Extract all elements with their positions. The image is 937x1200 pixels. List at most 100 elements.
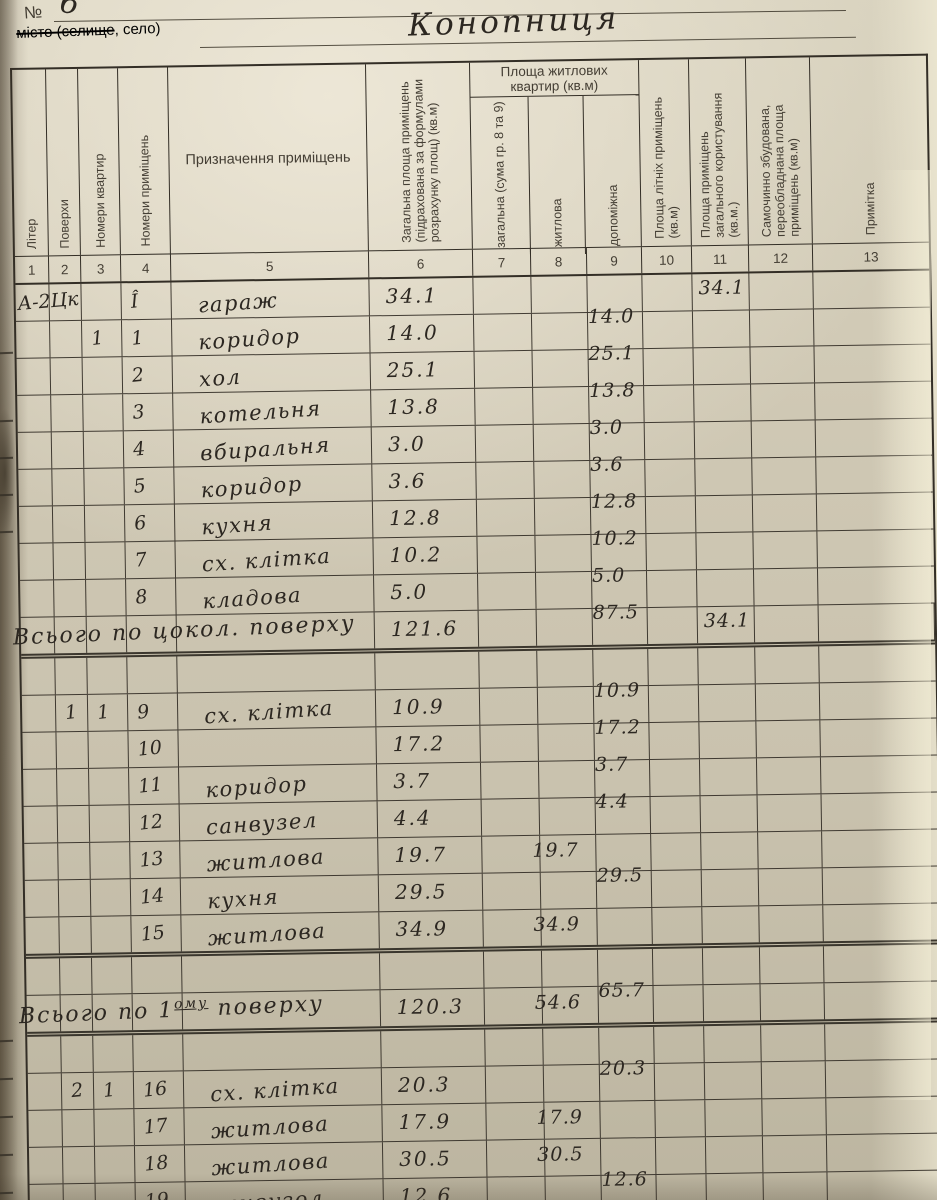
handwritten-value: 4.4 <box>595 790 629 813</box>
underlying-line-stub <box>0 1039 14 1043</box>
cell-col3 <box>83 431 125 468</box>
handwritten-value: 1 <box>90 326 105 351</box>
handwritten-value: 10.9 <box>593 679 641 702</box>
header-label: Номери приміщень <box>136 135 153 248</box>
cell-col1 <box>28 1110 63 1147</box>
cell-col2 <box>50 357 84 395</box>
cell-col11 <box>696 569 755 607</box>
handwritten-value: житлова <box>210 1111 330 1144</box>
col-number: 13 <box>863 248 879 265</box>
cell-col4: 7 <box>125 541 177 579</box>
cell-col9: 4.4 <box>595 790 652 834</box>
cell-col12 <box>753 531 818 569</box>
cell-col1 <box>23 806 59 843</box>
cell-col12 <box>762 1098 827 1136</box>
table-header: Літер Поверхи Номери квартир Номери прим… <box>12 55 929 257</box>
handwritten-value: кладова <box>201 582 303 614</box>
handwritten-value: коридор <box>199 471 304 503</box>
photo-shadow-blotch <box>0 408 16 538</box>
cell-col3 <box>87 657 128 694</box>
cell-col12 <box>757 794 823 832</box>
cell-col6: 19.7 <box>378 836 483 875</box>
cell-col2 <box>55 657 88 695</box>
cell-col8 <box>536 608 594 646</box>
cell-col4: 13 <box>130 841 181 879</box>
cell-col4: 1 <box>121 319 173 357</box>
cell-col7 <box>476 498 536 536</box>
handwritten-value: гараж <box>197 288 279 318</box>
cell-col3 <box>84 468 125 505</box>
cell-col6: 3.7 <box>376 762 482 801</box>
cell-col13 <box>824 945 937 983</box>
cell-col6: 34.9 <box>379 910 484 949</box>
cell-col6: 14.0 <box>369 314 475 353</box>
cell-col12 <box>755 646 820 684</box>
cell-col11 <box>705 1136 764 1174</box>
cell-col8 <box>535 534 592 572</box>
handwritten-value: 3.7 <box>393 768 432 794</box>
cell-col4 <box>127 656 178 694</box>
cell-col7 <box>473 276 532 314</box>
cell-col6: 121.6 <box>374 610 480 649</box>
handwritten-value: 1 <box>96 700 111 724</box>
cell-col5 <box>177 653 376 693</box>
cell-col5: житлова <box>180 838 379 878</box>
header-living: житлова <box>528 95 587 255</box>
cell-col13 <box>827 1170 937 1200</box>
cell-col10 <box>648 685 700 723</box>
handwritten-value: житлова <box>206 918 327 951</box>
cell-col5: коридор <box>179 764 378 804</box>
cell-col8 <box>538 723 595 761</box>
header-label: Загальна площа приміщень (підрахована за… <box>396 78 442 243</box>
cell-col11: 34.1 <box>697 606 756 644</box>
col-number: 12 <box>748 244 814 272</box>
settlement-label: місто (селище, село) <box>16 20 161 42</box>
cell-col6: 29.5 <box>378 873 484 912</box>
cell-col11 <box>701 869 760 907</box>
cell-col1 <box>18 469 53 506</box>
cell-col6 <box>375 651 480 690</box>
cell-col7 <box>481 798 541 836</box>
cell-col7 <box>473 313 533 351</box>
cell-col5: санвузол <box>185 1179 385 1200</box>
handwritten-value: сх. клітка <box>201 543 333 577</box>
cell-col11 <box>704 1062 763 1100</box>
cell-col10 <box>652 907 703 945</box>
cell-col2 <box>57 805 91 843</box>
cell-col1 <box>22 732 58 769</box>
cell-col10 <box>655 1137 707 1174</box>
cell-col7 <box>479 650 538 688</box>
cell-col6: 17.2 <box>376 725 481 764</box>
cell-col7 <box>477 535 536 573</box>
cell-col3 <box>94 1146 136 1183</box>
handwritten-value: 3.0 <box>589 416 624 439</box>
cell-col11 <box>701 832 759 870</box>
cell-col4: 17 <box>134 1108 185 1146</box>
cell-col12 <box>750 346 816 384</box>
cell-col2 <box>58 842 91 880</box>
header-group-living-area: Площа житлових квартир (кв.м) загальна (… <box>469 60 642 256</box>
cell-col1 <box>20 580 55 617</box>
cell-col3 <box>89 805 131 842</box>
handwritten-value: 1 <box>102 1078 117 1102</box>
cell-col4: 4 <box>123 430 175 468</box>
cell-col2: 2 <box>61 1072 95 1110</box>
col-number: 5 <box>170 251 370 281</box>
handwritten-value: 12.8 <box>388 505 442 531</box>
cell-col12 <box>753 568 819 606</box>
label-rest: , село) <box>114 19 161 39</box>
cell-col5 <box>178 727 377 767</box>
header-liter: Літер <box>12 69 49 256</box>
cell-col7 <box>474 350 534 388</box>
cell-col8 <box>532 349 590 387</box>
cell-col1 <box>23 769 58 806</box>
cell-col13 <box>820 719 937 757</box>
superscript-text: ому <box>173 995 209 1013</box>
handwritten-value: 10.2 <box>591 527 638 550</box>
handwritten-value: 19.7 <box>532 839 579 862</box>
header-unauthorized-area: Самочинно збудована, переобладнана площа… <box>745 57 813 245</box>
cell-col12 <box>749 309 815 347</box>
handwritten-value: 29.5 <box>596 864 644 887</box>
cell-col2 <box>58 879 92 917</box>
settlement-value: Конопниця <box>407 0 620 44</box>
